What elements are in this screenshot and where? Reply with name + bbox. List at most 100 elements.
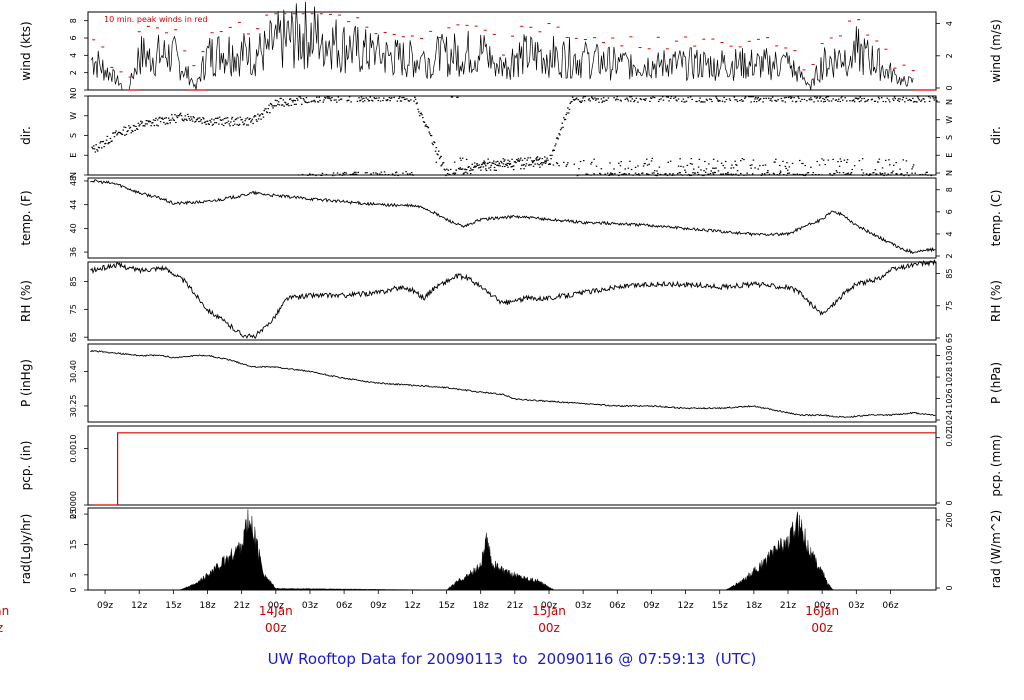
dir-point — [713, 171, 716, 173]
dir-point — [214, 117, 217, 119]
dir-point — [626, 98, 629, 100]
panel-frame-rh — [87, 261, 937, 341]
dir-point — [94, 151, 97, 153]
dir-point — [230, 118, 233, 120]
xtick-label: 12z — [131, 601, 147, 611]
dir-point — [822, 159, 825, 161]
dir-point — [885, 174, 888, 176]
dir-point — [853, 165, 856, 167]
dir-point — [506, 164, 508, 166]
dir-point — [727, 171, 729, 174]
dir-point — [804, 174, 806, 177]
dir-point — [168, 119, 171, 121]
dir-point — [344, 171, 346, 174]
dir-point — [601, 101, 603, 103]
dir-point — [224, 122, 226, 124]
dir-point — [861, 98, 863, 100]
dir-point — [634, 99, 636, 101]
dir-point — [592, 98, 595, 100]
dir-point — [698, 158, 701, 160]
date-label-day: 15Jan — [532, 604, 566, 618]
xtick-label: 09z — [97, 601, 113, 611]
dir-point — [127, 130, 129, 132]
dir-point — [453, 172, 455, 174]
dir-point — [483, 160, 485, 162]
dir-point — [816, 96, 818, 98]
dir-point — [928, 96, 930, 98]
dir-point — [856, 97, 858, 99]
dir-point — [368, 100, 371, 102]
dir-point — [713, 167, 716, 169]
dir-point — [657, 100, 660, 103]
dir-point — [407, 100, 410, 102]
dir-point — [302, 98, 305, 100]
dir-point — [679, 158, 681, 160]
xtick-label: 00z — [268, 601, 284, 611]
dir-point — [860, 100, 862, 102]
dir-point — [759, 98, 761, 100]
dir-point — [559, 134, 561, 136]
dir-point — [542, 162, 544, 164]
dir-point — [648, 163, 650, 165]
xtick-label: 06z — [609, 601, 625, 611]
dir-point — [449, 174, 451, 176]
dir-point — [782, 100, 784, 102]
dir-point — [311, 100, 313, 102]
dir-point — [908, 98, 911, 100]
dir-point — [755, 96, 757, 99]
dir-point — [846, 159, 849, 161]
dir-point — [359, 99, 362, 101]
dir-point — [553, 149, 555, 151]
dir-point — [247, 124, 250, 126]
dir-point — [593, 173, 595, 175]
dir-point — [383, 171, 386, 173]
dir-point — [460, 159, 462, 161]
dir-point — [750, 101, 752, 103]
dir-point — [637, 165, 639, 167]
dir-point — [775, 158, 777, 160]
dir-point — [414, 96, 416, 98]
dir-point — [642, 98, 645, 100]
dir-point — [240, 119, 242, 121]
dir-point — [154, 119, 156, 121]
dir-point — [301, 173, 304, 176]
dir-point — [840, 97, 842, 99]
dir-point — [520, 157, 522, 159]
dir-point — [527, 157, 529, 159]
dir-point — [889, 164, 891, 166]
dir-point — [725, 98, 728, 101]
dir-point — [320, 174, 322, 176]
dir-point — [784, 101, 787, 103]
dir-point — [536, 159, 538, 161]
dir-point — [544, 160, 547, 163]
dir-point — [687, 97, 689, 99]
dir-point — [871, 98, 873, 100]
dir-point — [254, 115, 257, 117]
dir-point — [625, 173, 627, 175]
ytick-label-left-temp: 36 — [69, 247, 78, 257]
dir-point — [823, 98, 826, 100]
dir-point — [566, 164, 568, 166]
dir-point — [766, 172, 768, 174]
dir-point — [536, 156, 539, 158]
dir-point — [210, 121, 212, 123]
ytick-label-left-radiation: 0 — [69, 587, 78, 592]
dir-point — [611, 173, 614, 175]
dir-point — [656, 175, 658, 177]
dir-point — [210, 118, 213, 120]
dir-point — [101, 141, 104, 143]
dir-point — [888, 159, 890, 161]
dir-point — [714, 171, 716, 174]
dir-point — [446, 173, 449, 175]
dir-point — [790, 97, 792, 99]
dir-point — [933, 99, 936, 101]
dir-point — [735, 173, 737, 175]
dir-point — [565, 114, 567, 116]
dir-point — [712, 173, 715, 175]
ylabel-right-pressure: P (hPa) — [989, 362, 1003, 404]
dir-point — [435, 161, 438, 163]
figure-title: UW Rooftop Data for 20090113 to 20090116… — [0, 650, 1024, 668]
dir-point — [596, 174, 599, 176]
dir-point — [602, 97, 605, 99]
dir-point — [274, 99, 277, 101]
